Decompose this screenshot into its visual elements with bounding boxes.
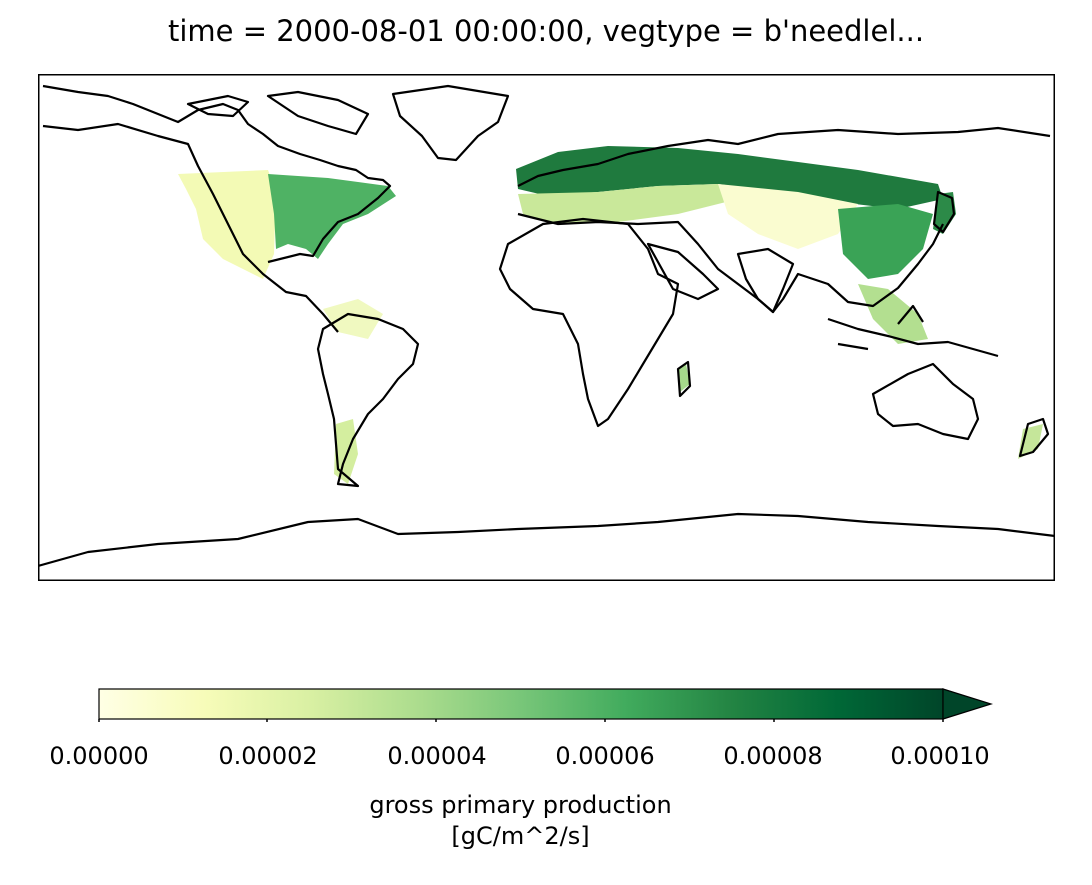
gpp-europe-mid [518, 184, 738, 224]
coast-madagascar [676, 360, 692, 398]
gpp-western-north-america [178, 170, 276, 279]
map-border [38, 74, 1055, 581]
gpp-south-america-south [334, 419, 358, 484]
gpp-madagascar [678, 364, 690, 392]
colorbar-tick-4: 0.00008 [723, 742, 823, 770]
coast-greenland [391, 84, 510, 162]
coast-australia [871, 362, 980, 441]
colorbar-tick-3: 0.00006 [555, 742, 655, 770]
gpp-southeast-asia [858, 284, 928, 344]
gpp-eastern-north-america [268, 174, 396, 259]
gpp-east-china [838, 204, 933, 279]
coast-southeast-asia-islands [827, 304, 999, 358]
colorbar-svg [98, 688, 994, 726]
coast-antarctica [38, 512, 1055, 568]
coast-japan [932, 190, 956, 234]
gpp-new-zealand [1018, 424, 1043, 459]
world-map [38, 74, 1055, 581]
coast-arctic-islands [186, 90, 370, 136]
colorbar-tick-5: 0.00010 [890, 742, 990, 770]
gpp-central-asia [718, 184, 858, 249]
coast-india [736, 247, 795, 314]
colorbar [98, 688, 998, 726]
colorbar-tick-1: 0.00002 [218, 742, 318, 770]
gpp-south-america-north [323, 299, 383, 339]
coast-arabia [646, 242, 720, 301]
coast-south-america [316, 312, 420, 488]
colorbar-label: gross primary production [gC/m^2/s] [98, 790, 943, 852]
coast-africa [498, 217, 680, 428]
colorbar-tick-2: 0.00004 [387, 742, 487, 770]
coastlines [38, 84, 1055, 568]
gpp-japan [933, 192, 956, 234]
map-panel [38, 74, 1055, 581]
colorbar-label-units: [gC/m^2/s] [451, 822, 590, 850]
colorbar-tick-0: 0.00000 [49, 742, 149, 770]
colorbar-label-name: gross primary production [369, 791, 672, 819]
plot-title: time = 2000-08-01 00:00:00, vegtype = b'… [167, 14, 925, 48]
coast-north-america [42, 84, 392, 333]
gpp-northern-europe-siberia [516, 146, 943, 209]
coast-new-zealand [1018, 417, 1050, 458]
gpp-field [178, 146, 1043, 484]
